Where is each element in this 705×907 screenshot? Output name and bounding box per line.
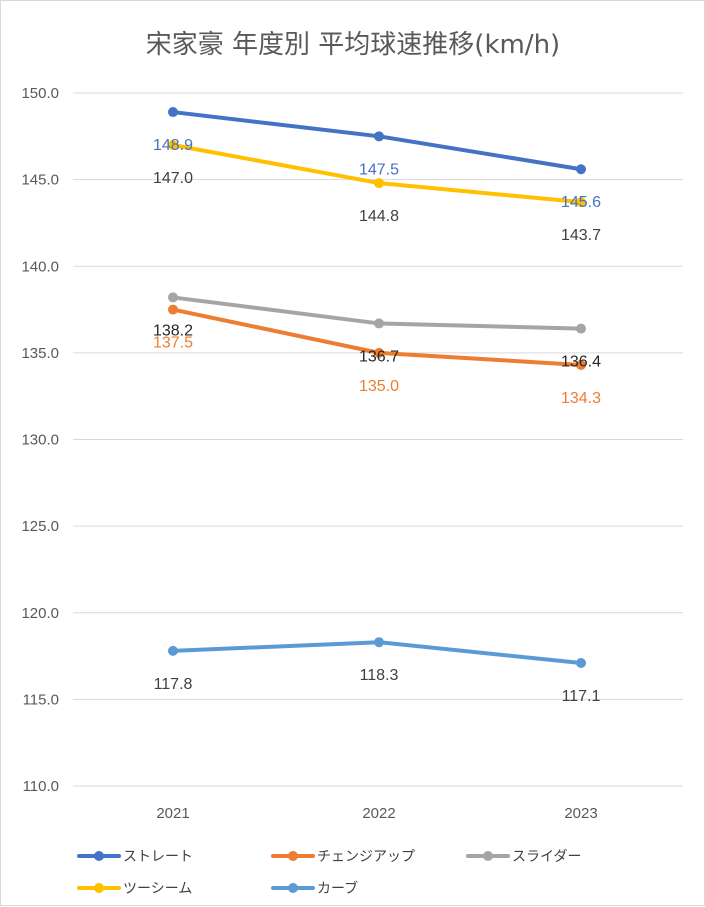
x-axis: 2021 2022 2023 xyxy=(156,805,597,822)
y-tick-label: 145.0 xyxy=(21,172,59,189)
data-label: 135.0 xyxy=(359,378,399,395)
legend-item: チェンジアップ xyxy=(271,849,415,865)
data-point xyxy=(168,139,178,150)
legend-label: チェンジアップ xyxy=(317,849,415,865)
y-tick-label: 120.0 xyxy=(21,605,59,622)
data-label: 136.7 xyxy=(359,348,399,365)
legend-swatch-marker xyxy=(483,851,493,861)
data-label: 118.3 xyxy=(360,667,399,684)
data-point xyxy=(374,131,384,142)
legend-item: スライダー xyxy=(466,849,581,865)
x-tick-label: 2023 xyxy=(564,805,597,822)
data-point xyxy=(576,657,586,668)
x-tick-label: 2021 xyxy=(156,805,189,822)
legend-swatch-marker xyxy=(94,883,104,893)
y-tick-label: 150.0 xyxy=(21,85,59,102)
series-group xyxy=(168,139,586,208)
data-label: 148.9 xyxy=(153,137,193,154)
legend-label: カーブ xyxy=(317,880,358,897)
legend-item: ストレート xyxy=(77,849,193,865)
data-labels: 148.9 147.5 145.6 137.5 135.0 134.3 138.2 136.7… xyxy=(153,137,601,705)
series-group xyxy=(168,107,586,175)
data-label: 143.7 xyxy=(561,227,601,244)
legend-item: カーブ xyxy=(271,880,358,897)
data-label: 147.0 xyxy=(153,170,193,187)
y-tick-label: 115.0 xyxy=(23,691,59,708)
y-tick-label: 110.0 xyxy=(23,778,59,795)
data-point xyxy=(168,292,178,303)
data-point xyxy=(168,645,178,656)
series-group xyxy=(168,292,586,334)
series-group xyxy=(168,304,586,371)
y-tick-label: 130.0 xyxy=(21,432,59,449)
legend-swatch-marker xyxy=(288,851,298,861)
y-tick-label: 135.0 xyxy=(21,345,59,362)
data-point xyxy=(374,347,384,358)
series-group xyxy=(168,637,586,668)
data-point xyxy=(168,304,178,315)
data-label: 147.5 xyxy=(359,161,399,178)
y-tick-label: 125.0 xyxy=(21,518,59,535)
data-point xyxy=(374,178,384,189)
y-tick-label: 140.0 xyxy=(21,258,59,275)
legend-swatch-marker xyxy=(288,883,298,893)
data-label: 117.8 xyxy=(154,676,193,693)
data-point xyxy=(576,197,586,208)
data-point xyxy=(374,318,384,329)
data-label: 137.5 xyxy=(153,335,193,352)
legend-label: ツーシーム xyxy=(123,881,192,897)
data-label: 136.4 xyxy=(561,354,601,371)
data-label: 138.2 xyxy=(153,322,193,339)
data-label: 145.6 xyxy=(561,194,601,211)
data-point xyxy=(576,164,586,175)
legend-label: ストレート xyxy=(123,849,193,865)
data-point xyxy=(576,323,586,334)
data-label: 134.3 xyxy=(561,390,601,407)
legend-item: ツーシーム xyxy=(77,881,192,897)
data-label: 117.1 xyxy=(562,688,601,705)
chart-title: 宋家豪 年度別 平均球速推移(km/h) xyxy=(146,30,560,60)
y-axis: 110.0 115.0 120.0 125.0 130.0 135.0 140.0 145.0… xyxy=(21,85,59,795)
data-label: 144.8 xyxy=(359,208,399,225)
x-tick-label: 2022 xyxy=(362,805,395,822)
data-point xyxy=(374,637,384,648)
legend-swatch-marker xyxy=(94,851,104,861)
series-lines xyxy=(168,107,586,668)
data-point xyxy=(168,107,178,118)
data-point xyxy=(576,360,586,371)
legend-label: スライダー xyxy=(512,849,581,865)
